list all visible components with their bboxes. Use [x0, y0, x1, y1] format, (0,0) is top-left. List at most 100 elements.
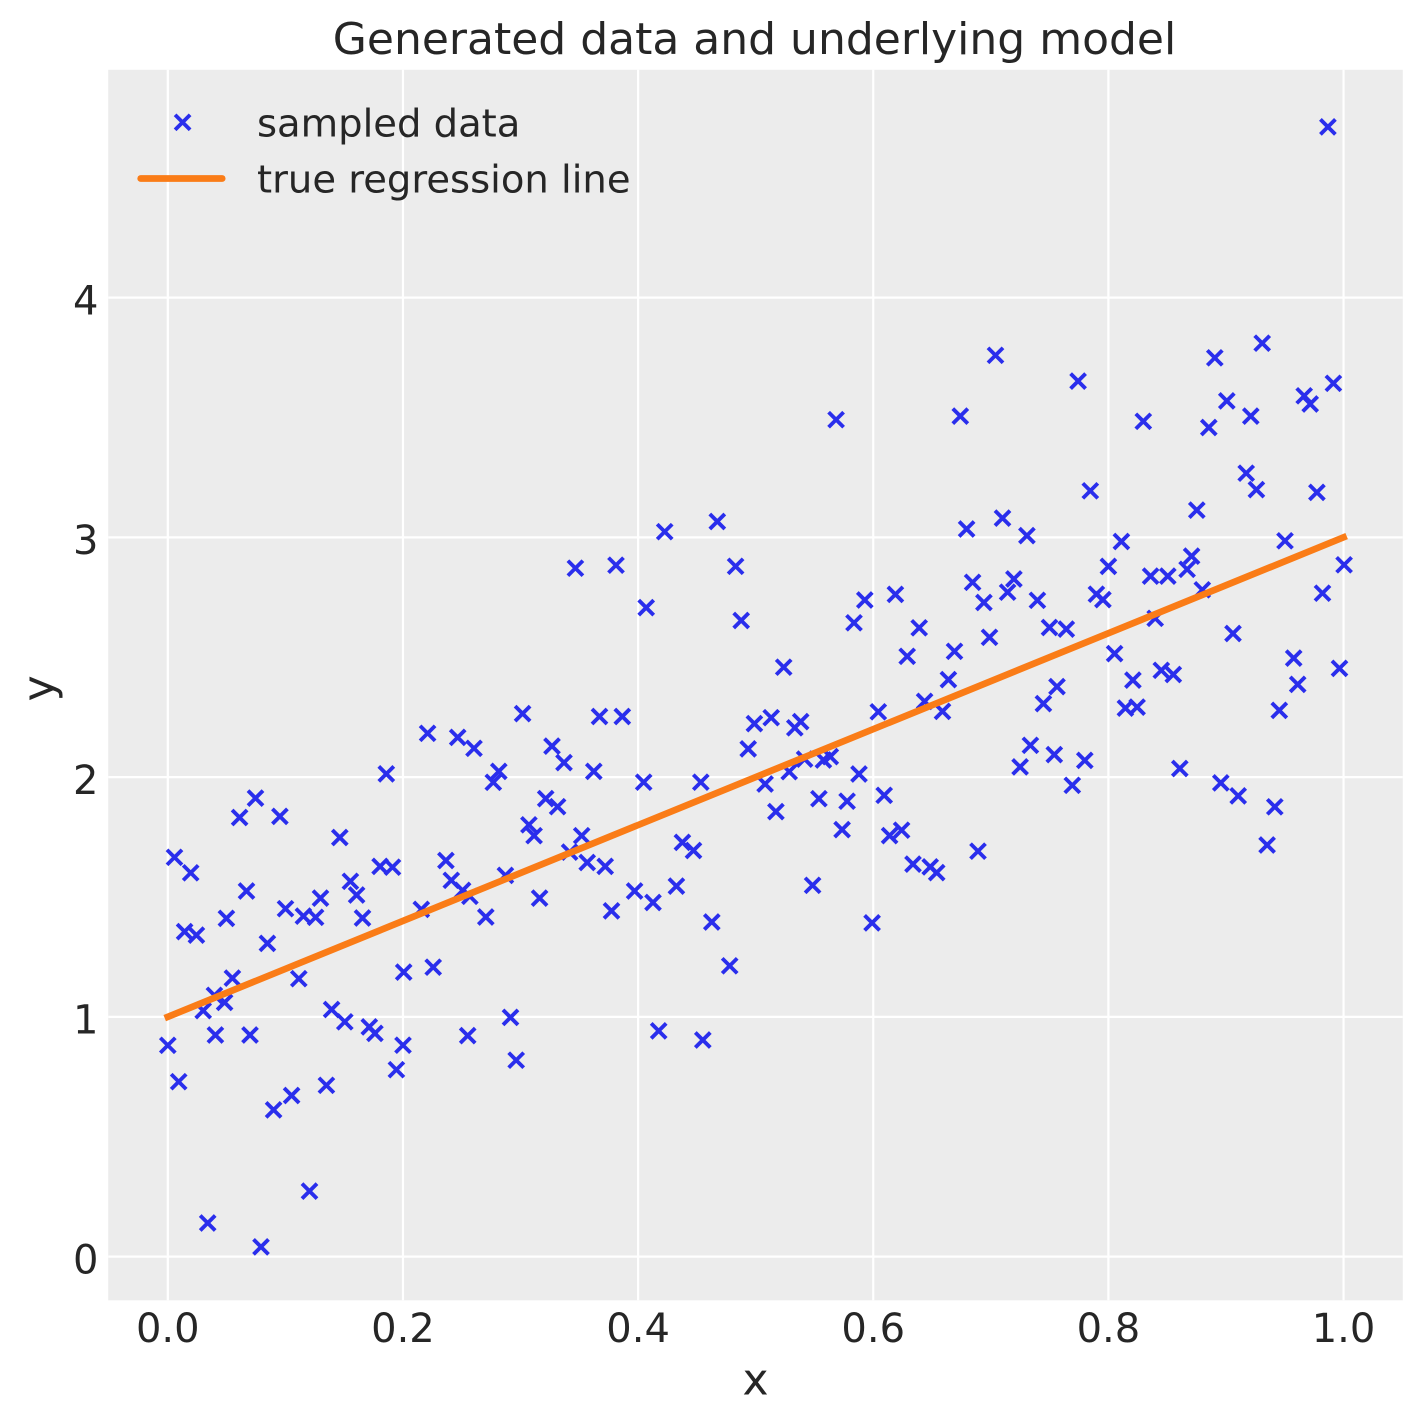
- scatter-point-marker: [237, 882, 256, 900]
- scatter-point-marker: [246, 789, 265, 807]
- scatter-point-marker: [1187, 501, 1206, 519]
- scatter-point-marker: [418, 724, 437, 743]
- scatter-point-marker: [939, 670, 958, 689]
- x-tick-label: 0.4: [606, 1306, 670, 1352]
- scatter-point-marker: [530, 889, 549, 907]
- scatter-point-marker: [206, 1026, 225, 1044]
- scatter-point-marker: [762, 708, 781, 727]
- scatter-point-marker: [387, 1060, 406, 1079]
- scatter-point-marker: [904, 855, 922, 873]
- scatter-point-marker: [282, 1086, 301, 1105]
- scatter-point-marker: [838, 792, 856, 811]
- scatter-point-marker: [1141, 567, 1160, 585]
- scatter-point-marker: [1170, 759, 1189, 778]
- scatter-point-marker: [366, 1024, 384, 1043]
- scatter-point-marker: [655, 522, 674, 541]
- scatter-point-marker: [1158, 567, 1177, 585]
- scatter-point-marker: [520, 815, 538, 834]
- scatter-point-marker: [258, 934, 277, 953]
- scatter-point-marker: [241, 1026, 259, 1044]
- scatter-point-marker: [732, 611, 751, 630]
- scatter-point-marker: [437, 851, 455, 870]
- scatter-point-marker: [158, 1036, 177, 1055]
- scatter-point-marker: [708, 512, 727, 531]
- regression-line: [163, 532, 1348, 1022]
- scatter-point-marker: [1028, 591, 1047, 610]
- scatter-point-marker: [165, 848, 184, 867]
- scatter-point-marker: [875, 786, 894, 805]
- scatter-point-marker: [980, 628, 999, 647]
- scatter-point-marker: [1270, 701, 1289, 720]
- scatter-point-marker: [910, 618, 929, 637]
- legend-marker-x-icon: [173, 113, 192, 132]
- scatter-point-marker: [637, 598, 656, 617]
- scatter-point-marker: [726, 557, 745, 576]
- scatter-point-marker: [767, 802, 785, 821]
- scatter-point-marker: [489, 762, 508, 781]
- scatter-point-marker: [1319, 118, 1337, 136]
- scatter-point-marker: [353, 909, 372, 927]
- scatter-point-marker: [1284, 649, 1303, 667]
- scatter-point-marker: [317, 1076, 336, 1095]
- x-tick-label: 0.6: [841, 1306, 905, 1352]
- scatter-point-marker: [607, 556, 625, 575]
- scatter-point-marker: [1217, 392, 1236, 410]
- scatter-point-marker: [1253, 334, 1272, 353]
- scatter-point-marker: [1124, 671, 1142, 689]
- scatter-point-marker: [596, 857, 615, 876]
- y-tick-label: 2: [73, 758, 98, 804]
- y-tick-label: 3: [73, 518, 98, 564]
- scatter-point-marker: [383, 858, 402, 877]
- scatter-point-marker: [673, 833, 692, 852]
- scatter-point-marker: [187, 926, 206, 944]
- scatter-point-marker: [223, 969, 242, 987]
- scatter-point-marker: [702, 913, 721, 931]
- legend-label-sampled-data: sampled data: [257, 102, 520, 147]
- scatter-point-marker: [525, 826, 543, 845]
- scatter-point-marker: [536, 789, 555, 808]
- scatter-point-marker: [791, 712, 810, 731]
- scatter-point-marker: [898, 647, 917, 666]
- scatter-point-marker: [880, 826, 899, 845]
- scatter-point-marker: [341, 872, 360, 891]
- scatter-point-marker: [855, 591, 874, 609]
- scatter-point-marker: [998, 583, 1017, 602]
- scatter-point-marker: [691, 773, 710, 792]
- scatter-point-marker: [993, 509, 1012, 527]
- scatter-point-marker: [335, 1012, 354, 1031]
- scatter-point-marker: [572, 826, 591, 845]
- y-tick-label: 1: [73, 998, 98, 1044]
- scatter-point-marker: [1258, 836, 1276, 854]
- scatter-point-marker: [869, 702, 888, 721]
- scatter-point-marker: [1276, 531, 1294, 550]
- scatter-point-marker: [850, 765, 868, 783]
- scatter-point-marker: [1211, 774, 1230, 792]
- scatter-point-marker: [810, 789, 828, 808]
- y-tick-label: 4: [73, 278, 98, 324]
- y-tick-label: 0: [73, 1237, 98, 1283]
- scatter-point-marker: [1040, 618, 1059, 637]
- scatter-point-marker: [1241, 407, 1260, 425]
- scatter-point-marker: [289, 969, 308, 988]
- scatter-point-marker: [394, 1036, 412, 1055]
- scatter-point-marker: [501, 1008, 520, 1027]
- scatter-point-marker: [1152, 661, 1171, 680]
- scatter-point-marker: [1229, 787, 1248, 805]
- scatter-point-marker: [276, 899, 295, 918]
- legend-label-true-regression-line: true regression line: [257, 158, 631, 203]
- scatter-point-marker: [845, 613, 863, 632]
- scatter-point-marker: [1182, 547, 1201, 565]
- scatter-point-marker: [1128, 698, 1146, 716]
- scatter-point-marker: [667, 877, 686, 895]
- scatter-point-marker: [649, 1022, 668, 1040]
- scatter-point-marker: [1265, 797, 1284, 816]
- scatter-point-marker: [602, 902, 621, 920]
- scatter-point-marker: [1094, 590, 1112, 609]
- scatter-point-marker: [543, 737, 561, 755]
- scatter-series-sampled-data: [158, 118, 1353, 1256]
- scatter-point-marker: [975, 593, 993, 612]
- scatter-point-marker: [476, 908, 495, 926]
- scatter-point-marker: [1069, 372, 1087, 390]
- scatter-point-marker: [548, 797, 567, 816]
